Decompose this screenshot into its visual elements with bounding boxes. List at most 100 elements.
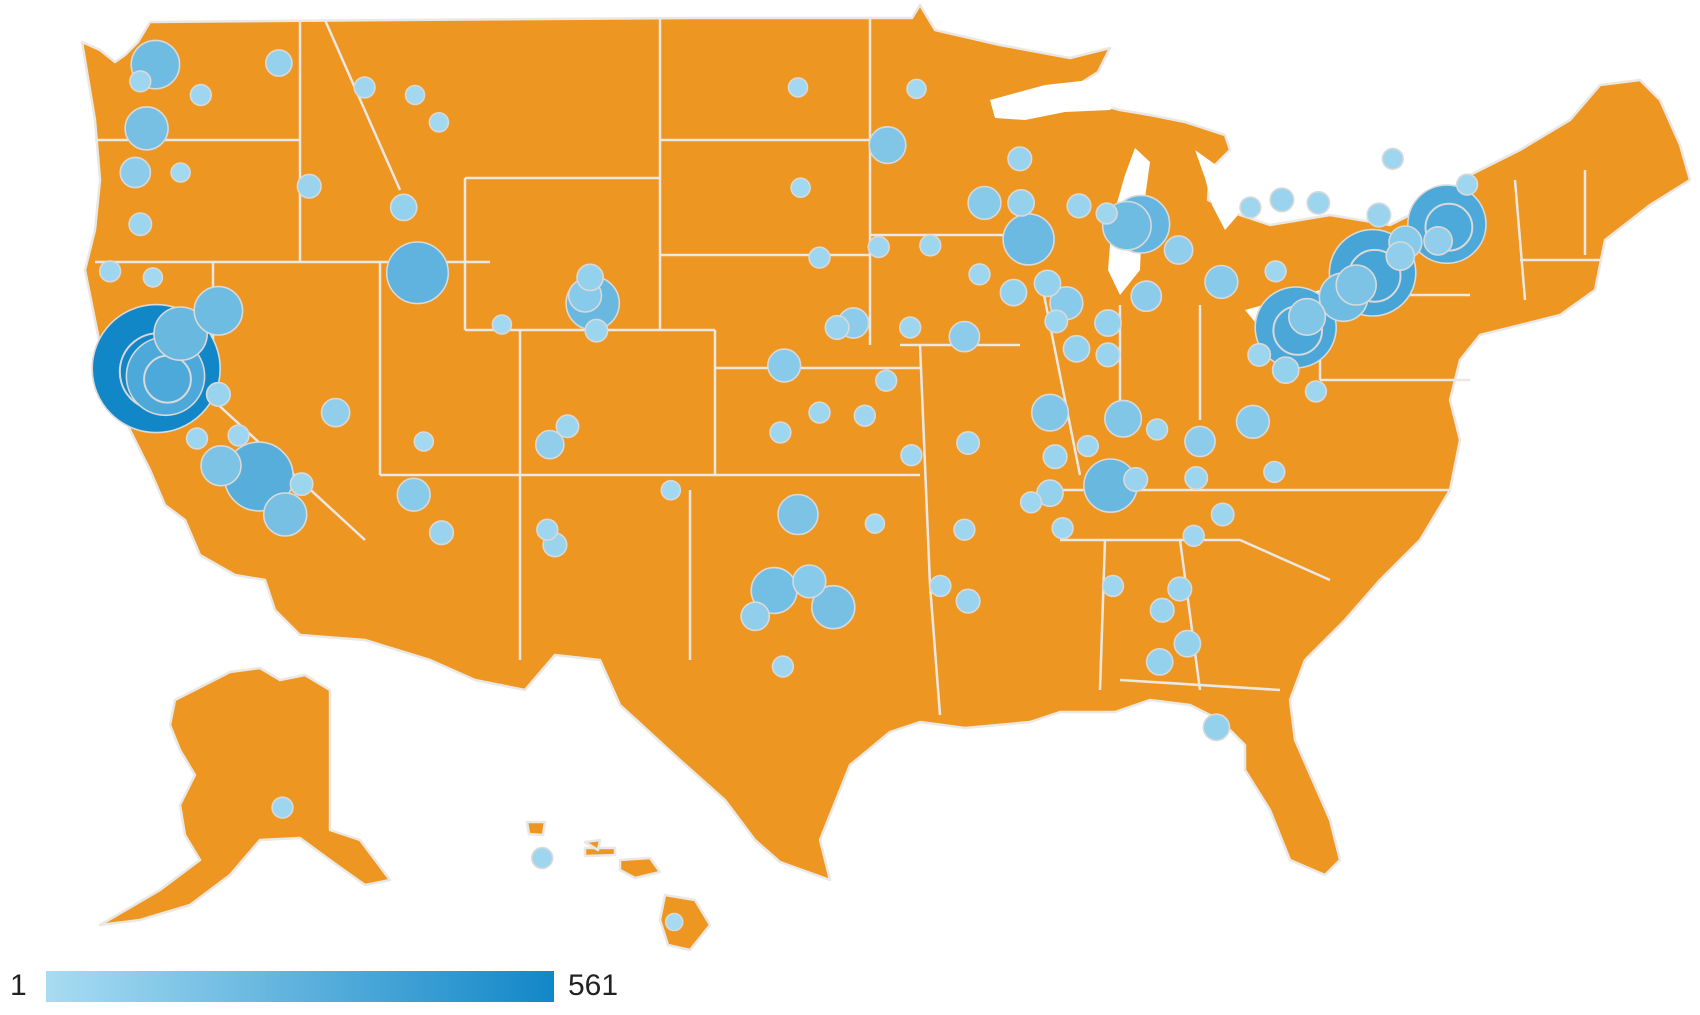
city-bubble-peoria[interactable] [968, 263, 991, 286]
city-bubble-athens-ga[interactable] [1123, 466, 1149, 493]
city-bubble-grand-rapids[interactable] [1066, 193, 1092, 219]
city-bubble-sioux-falls[interactable] [790, 177, 811, 198]
city-bubble-pittsburgh[interactable] [1204, 264, 1239, 300]
city-bubble-fargo[interactable] [787, 77, 809, 98]
city-bubble-new-haven[interactable] [1385, 241, 1416, 272]
city-bubble-chicago[interactable] [1002, 213, 1055, 266]
city-bubble-duluth[interactable] [906, 78, 927, 100]
city-bubble-asheville[interactable] [1145, 418, 1169, 441]
city-bubble-jacksonville[interactable] [1167, 576, 1193, 602]
city-bubble-sacramento[interactable] [153, 306, 209, 362]
city-bubble-tuscaloosa[interactable] [1019, 491, 1043, 514]
city-bubble-las-vegas[interactable] [320, 397, 351, 428]
city-bubble-lubbock[interactable] [660, 479, 682, 501]
city-bubble-bozeman[interactable] [428, 112, 450, 133]
city-bubble-san-antonio[interactable] [740, 601, 771, 632]
city-bubble-san-luis-obispo[interactable] [185, 427, 209, 450]
city-bubble-lansing[interactable] [1095, 202, 1118, 225]
city-bubble-anchorage[interactable] [271, 796, 294, 819]
city-bubble-wilmington-nc[interactable] [1263, 460, 1286, 484]
city-bubble-wichita[interactable] [766, 348, 802, 383]
city-bubble-knoxville[interactable] [1103, 399, 1143, 438]
city-bubble-medford[interactable] [128, 212, 153, 237]
city-bubble-palm-springs[interactable] [289, 472, 314, 497]
city-bubble-college-station[interactable] [792, 564, 827, 599]
city-bubble-helena[interactable] [404, 84, 426, 106]
city-bubble-tallahassee[interactable] [1101, 574, 1125, 598]
city-bubble-las-cruces[interactable] [536, 518, 559, 541]
city-bubble-olympia[interactable] [129, 70, 152, 93]
city-bubble-huntsville[interactable] [1042, 444, 1068, 470]
city-bubble-houston[interactable] [810, 584, 856, 630]
city-bubble-tucson[interactable] [428, 520, 455, 546]
city-bubble-state-college[interactable] [1264, 260, 1287, 283]
city-bubble-cleveland[interactable] [1163, 235, 1194, 265]
city-bubble-madison[interactable] [967, 185, 1002, 221]
city-bubble-lexington[interactable] [1095, 342, 1121, 368]
city-bubble-fort-collins[interactable] [576, 263, 605, 292]
city-bubble-spokane[interactable] [264, 49, 293, 77]
city-bubble-phoenix[interactable] [396, 477, 431, 512]
city-bubble-richmond[interactable] [1271, 356, 1300, 385]
city-bubble-cincinnati[interactable] [1094, 309, 1122, 337]
city-bubble-green-bay[interactable] [1007, 146, 1033, 172]
city-bubble-charlotte[interactable] [1184, 425, 1216, 458]
city-bubble-colorado-springs[interactable] [584, 318, 609, 343]
city-bubble-reno[interactable] [193, 285, 244, 336]
city-bubble-champaign[interactable] [999, 278, 1028, 307]
city-bubble-savannah[interactable] [1182, 524, 1205, 547]
city-bubble-portland-me[interactable] [1455, 173, 1479, 196]
city-bubble-bend[interactable] [170, 162, 191, 183]
city-bubble-raleigh-durham[interactable] [1235, 404, 1271, 439]
city-bubble-yakima[interactable] [189, 83, 213, 107]
city-bubble-eureka[interactable] [98, 260, 122, 283]
city-bubble-providence[interactable] [1423, 225, 1454, 256]
city-bubble-little-rock[interactable] [900, 444, 923, 467]
city-bubble-nashville[interactable] [1030, 393, 1070, 432]
city-bubble-flagstaff[interactable] [413, 431, 435, 452]
city-bubble-corpus-christi[interactable] [771, 655, 795, 678]
city-bubble-pocatello[interactable] [389, 193, 418, 222]
city-bubble-hilo[interactable] [664, 912, 684, 932]
city-bubble-burlington[interactable] [1381, 147, 1405, 171]
city-bubble-fayetteville-ar[interactable] [853, 404, 876, 427]
city-bubble-syracuse[interactable] [1306, 190, 1331, 215]
city-bubble-baltimore[interactable] [1287, 297, 1327, 337]
city-bubble-jackson-ms[interactable] [953, 518, 976, 541]
city-bubble-rochester[interactable] [1269, 187, 1295, 213]
city-bubble-memphis[interactable] [956, 430, 981, 455]
city-bubble-des-moines[interactable] [867, 235, 890, 259]
city-bubble-minneapolis[interactable] [868, 126, 907, 165]
city-bubble-bakersfield[interactable] [227, 424, 250, 447]
city-bubble-new-orleans[interactable] [955, 588, 981, 614]
city-bubble-bloomington-in[interactable] [1044, 309, 1069, 334]
city-bubble-miami[interactable] [1202, 713, 1231, 742]
city-bubble-missoula[interactable] [353, 76, 376, 99]
city-bubble-columbia-sc[interactable] [1184, 465, 1209, 490]
city-bubble-st-louis[interactable] [948, 320, 981, 353]
city-bubble-san-diego[interactable] [262, 492, 308, 537]
city-bubble-redding[interactable] [142, 267, 164, 288]
city-bubble-princeton[interactable] [1335, 264, 1377, 306]
city-bubble-santa-fe[interactable] [555, 414, 580, 439]
city-bubble-charlottesville[interactable] [1247, 342, 1272, 367]
city-bubble-iowa-city[interactable] [919, 234, 942, 257]
city-bubble-portland[interactable] [124, 106, 169, 151]
city-bubble-salt-lake-city[interactable] [385, 241, 450, 305]
city-bubble-columbia-mo[interactable] [898, 316, 922, 339]
city-bubble-eugene[interactable] [119, 156, 152, 189]
city-bubble-orlando[interactable] [1173, 629, 1202, 658]
city-bubble-louisville[interactable] [1062, 334, 1091, 363]
city-bubble-montgomery[interactable] [1051, 516, 1074, 540]
city-bubble-charleston-sc[interactable] [1210, 502, 1235, 527]
city-bubble-santa-barbara[interactable] [200, 444, 242, 487]
city-bubble-gainesville[interactable] [1149, 597, 1175, 623]
city-bubble-oklahoma-city[interactable] [769, 421, 792, 444]
city-bubble-honolulu[interactable] [530, 846, 554, 870]
city-bubble-tulsa[interactable] [808, 401, 831, 424]
city-bubble-milwaukee[interactable] [1007, 188, 1036, 217]
city-bubble-albany[interactable] [1366, 202, 1392, 228]
city-bubble-tampa[interactable] [1145, 648, 1174, 676]
city-bubble-boise[interactable] [296, 173, 322, 199]
city-bubble-fresno[interactable] [205, 381, 231, 408]
